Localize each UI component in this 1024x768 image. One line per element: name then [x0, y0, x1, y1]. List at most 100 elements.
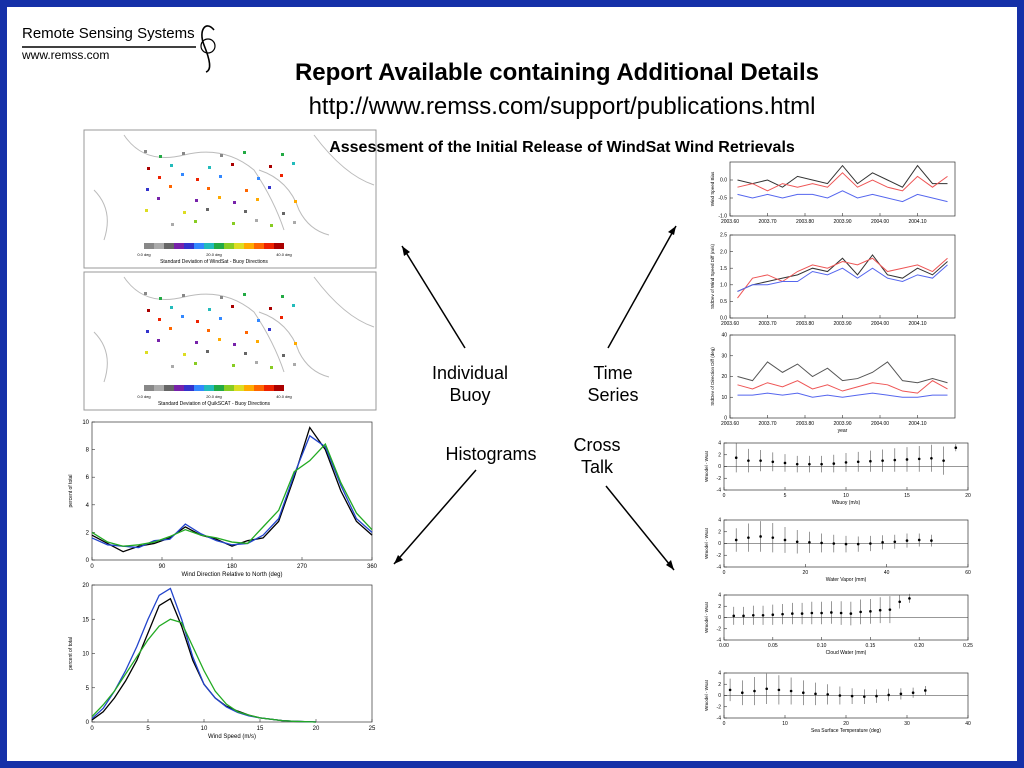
- x-tick-label: 20: [803, 570, 809, 576]
- series-line: [737, 254, 948, 292]
- colorbar: [144, 243, 154, 249]
- buoy: [218, 338, 221, 341]
- buoy: [245, 189, 248, 192]
- point: [893, 540, 897, 544]
- colorbar: [244, 243, 254, 249]
- point: [863, 695, 866, 698]
- x-tick-label: 0: [90, 726, 94, 732]
- y-tick-label: 0.5: [720, 299, 727, 305]
- y-axis-label: Wmodel - Wsat: [704, 450, 709, 482]
- buoy: [245, 331, 248, 334]
- point: [878, 608, 882, 612]
- series-line: [91, 587, 317, 723]
- x-tick-label: 5: [146, 726, 150, 732]
- series-line: [737, 361, 948, 384]
- y-axis-label: Wmodel - Wsat: [704, 601, 709, 633]
- point: [930, 456, 933, 460]
- point: [844, 542, 848, 546]
- point: [753, 689, 756, 693]
- x-tick-label: 270: [297, 564, 308, 570]
- y-tick-label: 0: [718, 464, 721, 470]
- buoy: [146, 330, 149, 333]
- y-axis-label: Wind Speed Bias: [710, 171, 715, 206]
- x-tick-label: 2004.10: [908, 321, 926, 327]
- colorbar: [194, 243, 204, 249]
- x-axis-label: Wind Direction Relative to North (deg): [181, 572, 282, 578]
- buoy: [207, 187, 210, 190]
- coastline: [93, 134, 375, 241]
- buoy: [219, 175, 222, 178]
- x-tick-label: 20: [843, 721, 849, 727]
- x-axis-label: Water Vapor (mm): [826, 577, 867, 583]
- buoy: [207, 329, 210, 332]
- arrow: [401, 245, 466, 349]
- arrow: [605, 485, 675, 571]
- buoy: [282, 212, 285, 215]
- series-line: [91, 442, 373, 547]
- buoy: [256, 340, 259, 343]
- colorbar: [154, 385, 164, 391]
- y-tick-label: -4: [717, 565, 722, 571]
- point: [732, 614, 736, 618]
- logo-name: Remote Sensing Systems: [22, 25, 195, 42]
- colorbar: [224, 385, 234, 391]
- y-axis-label: StdDev of Wind Speed Diff (m/s): [710, 244, 715, 309]
- buoy: [268, 328, 271, 331]
- y-tick-label: 2: [718, 604, 721, 610]
- colorbar: [174, 385, 184, 391]
- y-tick-label: 5: [86, 686, 90, 692]
- x-tick-label: 0.15: [866, 643, 876, 649]
- buoy: [269, 165, 272, 168]
- point: [742, 614, 745, 618]
- x-tick-label: 0.05: [768, 643, 778, 649]
- buoy: [292, 162, 295, 165]
- buoy: [294, 200, 297, 203]
- point: [905, 458, 909, 461]
- point: [777, 688, 781, 692]
- point: [887, 693, 890, 697]
- buoy: [233, 343, 236, 346]
- colorbar: [234, 243, 244, 249]
- buoy: [208, 308, 211, 311]
- point: [942, 459, 945, 462]
- buoy: [171, 365, 174, 368]
- point: [830, 611, 833, 614]
- buoy: [145, 351, 148, 354]
- buoy: [244, 210, 247, 213]
- subtitle: Assessment of the Initial Release of Win…: [329, 139, 795, 156]
- buoy: [170, 306, 173, 309]
- series-line: [737, 257, 948, 299]
- colorbar-label: 0.0 deg: [137, 394, 150, 399]
- y-tick-label: 2.0: [720, 249, 727, 255]
- point: [728, 688, 732, 692]
- colorbar-label: 20.0 deg: [206, 394, 222, 399]
- point: [832, 462, 836, 465]
- point: [856, 460, 860, 464]
- buoy: [268, 186, 271, 189]
- point: [771, 536, 775, 539]
- buoy: [169, 327, 172, 330]
- point: [908, 597, 911, 600]
- buoy: [231, 163, 234, 166]
- buoy: [196, 320, 199, 323]
- label: Individual Buoy: [431, 363, 509, 405]
- coastline: [93, 276, 375, 383]
- buoy: [281, 153, 284, 156]
- buoy: [157, 339, 160, 342]
- x-tick-label: 0: [723, 570, 726, 576]
- x-tick-label: 20: [313, 726, 320, 732]
- buoy: [243, 151, 246, 154]
- x-tick-label: 60: [965, 570, 971, 576]
- arrowhead: [394, 555, 403, 564]
- x-tick-label: 15: [904, 493, 910, 499]
- buoy: [220, 154, 223, 157]
- buoy: [194, 362, 197, 365]
- point: [832, 542, 836, 545]
- point: [924, 689, 927, 692]
- x-tick-label: 0.10: [817, 643, 827, 649]
- y-tick-label: 0: [718, 615, 721, 621]
- x-tick-label: 0: [723, 493, 726, 499]
- buoy: [256, 198, 259, 201]
- point: [905, 539, 909, 542]
